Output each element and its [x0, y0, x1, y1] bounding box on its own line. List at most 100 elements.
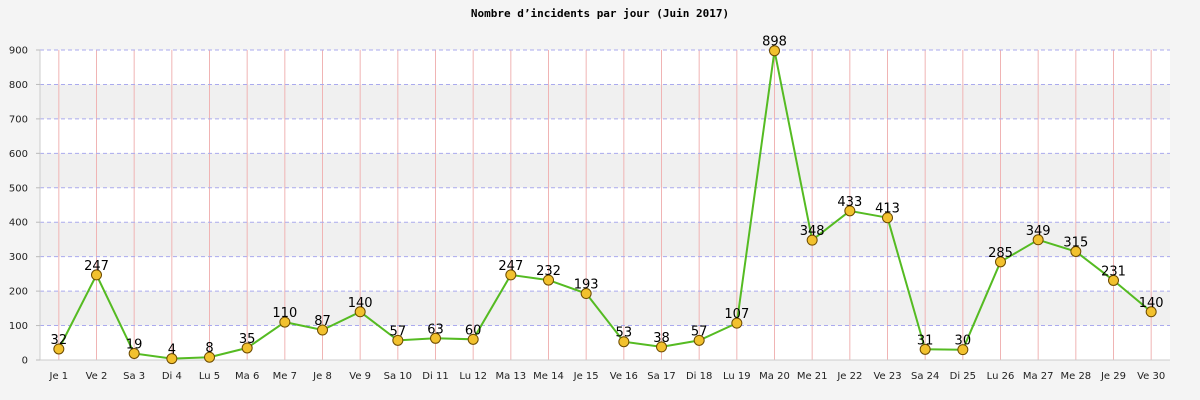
x-tick-label: Lu 19	[723, 371, 751, 382]
data-label: 315	[1063, 236, 1088, 251]
data-point	[53, 343, 65, 355]
y-tick-label: 900	[9, 46, 28, 57]
data-labels: 32 247 19 4 8 35 110 87 140 57 63 60 247 232 193 53 38 57…	[51, 35, 1164, 358]
x-tick-label: Ma 13	[495, 371, 526, 382]
data-point	[241, 342, 253, 354]
x-tick-label: Sa 24	[911, 371, 939, 382]
x-tick-label: Sa 3	[123, 371, 145, 382]
x-tick-label: Ma 6	[235, 371, 259, 382]
data-point	[957, 344, 969, 356]
data-label: 140	[1139, 296, 1164, 311]
grid-lines	[40, 49, 1170, 360]
x-tick-label: Di 25	[950, 371, 976, 382]
data-point	[882, 212, 893, 224]
y-tick-label: 700	[9, 114, 28, 125]
x-tick-label: Me 21	[797, 371, 828, 382]
data-label: 898	[762, 35, 787, 50]
data-point	[769, 45, 780, 57]
axes	[39, 50, 1170, 361]
data-markers	[53, 45, 1157, 365]
data-point	[919, 343, 931, 355]
x-tick-label: Lu 26	[987, 371, 1015, 382]
data-point	[204, 351, 215, 363]
data-point	[995, 256, 1006, 268]
data-label: 60	[465, 323, 482, 338]
x-tick-label: Je 29	[1100, 371, 1126, 382]
data-label: 349	[1026, 224, 1051, 239]
x-tick-label: Sa 10	[384, 371, 412, 382]
x-tick-label: Di 11	[422, 371, 448, 382]
data-point	[656, 341, 667, 353]
x-tick-label: Sa 17	[647, 371, 675, 382]
series-polyline	[57, 50, 1152, 360]
x-tick-label: Je 22	[836, 371, 862, 382]
data-point	[844, 205, 856, 217]
data-point	[392, 334, 404, 346]
y-tick-label: 200	[9, 287, 28, 298]
x-tick-label: Ma 20	[759, 371, 790, 382]
data-label: 87	[314, 314, 331, 329]
data-label: 110	[272, 306, 297, 321]
data-label: 8	[205, 341, 213, 356]
data-point	[806, 234, 818, 246]
data-label: 38	[653, 331, 670, 346]
x-tick-label: Ve 9	[349, 371, 371, 382]
x-tick-label: Di 18	[686, 371, 712, 382]
y-tick-label: 300	[9, 252, 28, 263]
data-point	[1108, 274, 1119, 286]
data-label: 247	[498, 259, 523, 274]
data-label: 247	[84, 259, 109, 274]
data-label: 31	[917, 333, 934, 348]
x-tick-label: Ve 23	[873, 371, 901, 382]
data-label: 35	[239, 332, 256, 347]
data-point	[580, 288, 592, 300]
plot-area	[40, 50, 1170, 360]
x-tick-label: Je 8	[312, 371, 332, 382]
y-tick-label: 0	[22, 356, 28, 367]
x-tick-label: Ma 27	[1023, 371, 1054, 382]
x-tick-label: Me 14	[533, 371, 564, 382]
data-point	[467, 333, 479, 345]
y-tick-label: 100	[9, 321, 28, 332]
x-tick-label: Ve 30	[1137, 371, 1165, 382]
data-label: 4	[168, 343, 176, 358]
data-point	[1070, 246, 1082, 257]
data-label: 232	[536, 264, 561, 279]
y-axis-ticks: 0 100 200 300 400 500 600 700 800 900	[9, 46, 40, 367]
x-tick-label: Lu 5	[199, 371, 220, 382]
data-point	[731, 317, 743, 329]
x-axis-ticks: Je 1 Ve 2 Sa 3 Di 4 Lu 5 Ma 6 Me 7 Je 8 Ve 9 Sa 1…	[49, 371, 1166, 382]
grid-band	[40, 84, 1170, 119]
data-point	[1145, 306, 1157, 318]
y-tick-label: 800	[9, 80, 28, 91]
data-label: 19	[126, 337, 143, 352]
y-tick-label: 400	[9, 218, 28, 229]
data-point	[317, 324, 328, 336]
data-point	[91, 269, 102, 281]
data-point	[1032, 234, 1044, 246]
data-point	[505, 269, 517, 281]
data-label: 30	[955, 334, 972, 349]
x-tick-label: Je 15	[573, 371, 599, 382]
data-label: 348	[800, 224, 825, 239]
data-label: 57	[390, 324, 407, 339]
data-point	[430, 332, 441, 344]
x-tick-label: Me 7	[273, 371, 297, 382]
x-tick-label: Ve 16	[610, 371, 638, 382]
y-tick-label: 600	[9, 149, 28, 160]
data-point	[166, 353, 178, 365]
data-label: 193	[574, 278, 599, 293]
y-tick-label: 500	[9, 183, 28, 194]
grid-band	[40, 222, 1170, 257]
data-label: 413	[875, 202, 900, 217]
series-line	[57, 50, 1152, 360]
x-tick-label: Lu 12	[459, 371, 487, 382]
data-label: 53	[616, 326, 633, 341]
grid-band	[40, 291, 1170, 326]
x-tick-label: Je 1	[49, 371, 69, 382]
data-point	[543, 274, 554, 286]
x-tick-label: Me 28	[1060, 371, 1091, 382]
data-label: 57	[691, 324, 708, 339]
